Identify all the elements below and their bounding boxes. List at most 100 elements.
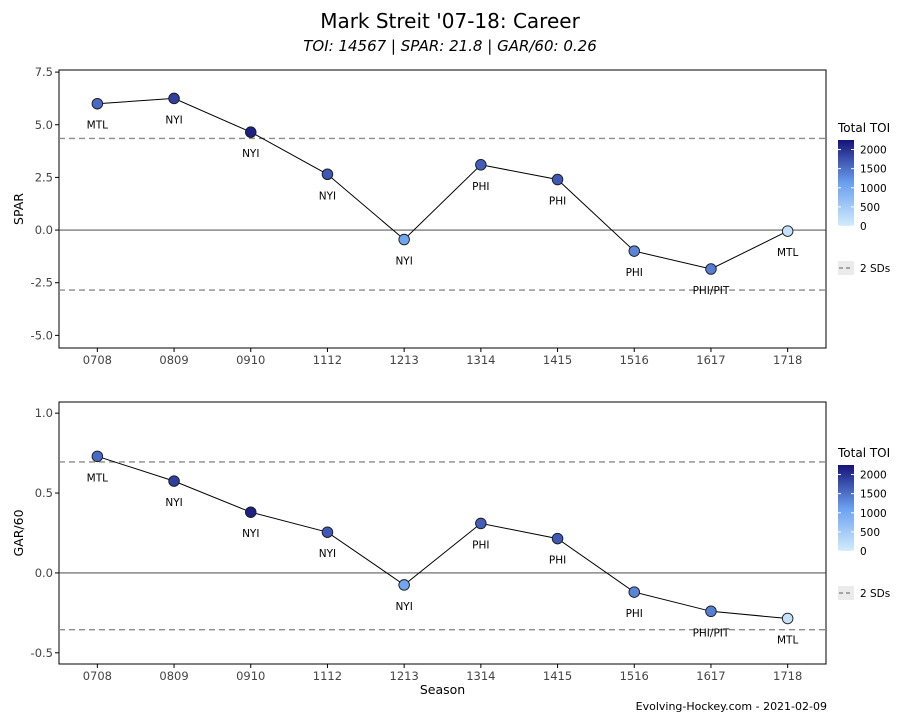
- data-point: [781, 612, 794, 625]
- series-line: [97, 97, 788, 270]
- data-point: [475, 159, 487, 171]
- legend-title: Total TOI: [837, 121, 890, 135]
- y-tick-label: 2.5: [35, 170, 53, 184]
- y-tick-label: 0.5: [35, 486, 53, 500]
- x-tick-label: 1213: [390, 353, 419, 367]
- chart-subtitle: TOI: 14567 | SPAR: 21.8 | GAR/60: 0.26: [303, 37, 597, 55]
- source-caption: Evolving-Hockey.com - 2021-02-09: [635, 700, 827, 713]
- x-tick-label: 1112: [313, 353, 342, 367]
- data-point: [321, 168, 334, 180]
- x-tick-label: 1415: [543, 353, 572, 367]
- x-tick-label: 1314: [466, 669, 495, 683]
- x-tick-label: 1617: [696, 353, 725, 367]
- legend-tick-label: 500: [860, 202, 880, 214]
- team-label: MTL: [87, 120, 108, 132]
- data-point: [244, 506, 257, 518]
- data-point: [91, 97, 104, 110]
- legend-tick-label: 1000: [860, 183, 887, 195]
- team-label: NYI: [395, 256, 412, 268]
- team-label: PHI/PIT: [693, 285, 730, 297]
- y-tick-label: 5.0: [35, 118, 53, 132]
- panel-2: -0.5 0.0 0.5 1.0 0708 0809 0910 1112 1213 1314 141…: [11, 401, 890, 697]
- team-label: NYI: [242, 148, 259, 160]
- data-point: [781, 225, 794, 237]
- x-tick-label: 1112: [313, 669, 342, 683]
- legend-tick-label: 0: [860, 546, 867, 558]
- x-tick-label: 0910: [236, 353, 265, 367]
- x-tick-label: 0708: [83, 353, 112, 367]
- legend-sd-label: 2 SDs: [860, 588, 890, 600]
- legend-tick-label: 2000: [860, 470, 887, 482]
- data-point: [551, 532, 564, 545]
- team-label: PHI: [549, 196, 566, 208]
- data-point: [628, 586, 641, 598]
- panel-1: -5.0 -2.5 0.0 2.5 5.0 7.5 0708 0809 0910 1112 1213…: [11, 65, 890, 367]
- legend-colorbar: [838, 465, 854, 551]
- y-tick-label: -0.5: [31, 646, 53, 660]
- data-point: [628, 245, 641, 257]
- team-label: NYI: [165, 497, 182, 509]
- team-label: PHI: [626, 267, 643, 279]
- y-tick-label: 7.5: [35, 65, 53, 79]
- team-label: PHI: [626, 608, 643, 620]
- chart-title: Mark Streit '07-18: Career: [320, 9, 580, 33]
- y-tick-label: -5.0: [31, 328, 53, 342]
- data-point: [705, 605, 717, 618]
- legend: Total TOI 0 500 1000 1500 2000 2 SDs: [837, 446, 890, 600]
- legend-colorbar: [838, 140, 854, 226]
- x-tick-label: 1213: [390, 669, 419, 683]
- x-tick-label: 0708: [83, 669, 112, 683]
- x-tick-label: 0809: [159, 669, 188, 683]
- plot-frame: [58, 401, 827, 665]
- data-point: [91, 450, 104, 463]
- legend-title: Total TOI: [837, 446, 890, 460]
- team-label: MTL: [87, 472, 108, 484]
- data-point: [168, 475, 180, 487]
- x-tick-label: 1718: [773, 353, 802, 367]
- team-label: NYI: [319, 190, 336, 202]
- team-label: MTL: [777, 247, 798, 259]
- x-tick-label: 1718: [773, 669, 802, 683]
- data-point: [705, 263, 717, 275]
- data-point: [551, 173, 564, 186]
- y-tick-label: -2.5: [31, 276, 53, 290]
- data-point: [398, 579, 410, 591]
- plot-frame: [58, 69, 827, 349]
- x-tick-label: 1617: [696, 669, 725, 683]
- legend-tick-label: 2000: [860, 145, 887, 157]
- data-point: [475, 517, 487, 530]
- y-tick-label: 0.0: [35, 223, 53, 237]
- team-label: PHI: [472, 181, 489, 193]
- legend-tick-label: 1000: [860, 508, 887, 520]
- x-tick-label: 0910: [236, 669, 265, 683]
- x-axis-label: Season: [420, 682, 465, 697]
- team-label: PHI/PIT: [693, 627, 730, 639]
- team-label: PHI: [549, 555, 566, 567]
- data-point: [168, 92, 180, 105]
- x-tick-label: 1314: [466, 353, 495, 367]
- legend-tick-label: 0: [860, 221, 867, 233]
- team-label: NYI: [319, 548, 336, 560]
- legend-sd-label: 2 SDs: [860, 263, 890, 275]
- series-line: [97, 455, 788, 619]
- team-label: NYI: [242, 528, 259, 540]
- data-point: [321, 526, 334, 538]
- legend-tick-label: 1500: [860, 489, 887, 501]
- team-label: MTL: [777, 634, 798, 646]
- x-tick-label: 1415: [543, 669, 572, 683]
- team-label: PHI: [472, 539, 489, 551]
- x-tick-label: 1516: [620, 669, 649, 683]
- y-axis-label: GAR/60: [11, 509, 26, 556]
- y-tick-label: 0.0: [35, 566, 53, 580]
- data-point: [244, 126, 257, 138]
- y-axis-label: SPAR: [11, 193, 26, 225]
- legend-tick-label: 500: [860, 527, 880, 539]
- y-tick-label: 1.0: [35, 406, 53, 420]
- legend-tick-label: 1500: [860, 164, 887, 176]
- team-label: NYI: [395, 601, 412, 613]
- x-tick-label: 1516: [620, 353, 649, 367]
- team-label: NYI: [165, 114, 182, 126]
- legend: Total TOI 0 500 1000 1500 2000 2 SDs: [837, 121, 890, 275]
